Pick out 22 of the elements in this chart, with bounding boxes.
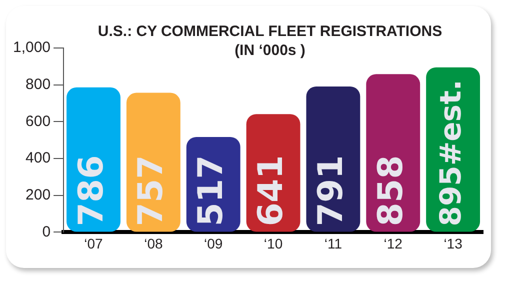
y-tick-label: 200 bbox=[26, 186, 51, 204]
data-label: 895#est. bbox=[434, 80, 468, 226]
x-tick-label: ‘07 bbox=[84, 235, 104, 252]
chart-subtitle: (IN ‘000s ) bbox=[234, 41, 306, 60]
data-label: 757 bbox=[131, 155, 172, 226]
y-tick-label: 0 bbox=[42, 223, 51, 240]
data-label: 858 bbox=[370, 155, 411, 226]
data-label: 786 bbox=[71, 155, 112, 226]
chart-title: U.S.: CY COMMERCIAL FLEET REGISTRATIONS bbox=[96, 22, 444, 41]
x-tick-label: ‘09 bbox=[204, 235, 223, 252]
data-label: 791 bbox=[311, 155, 352, 226]
y-tick-label: 600 bbox=[26, 112, 51, 130]
y-tick-label: 800 bbox=[26, 76, 51, 93]
data-label: 641 bbox=[251, 155, 292, 226]
x-tick-label: ‘08 bbox=[144, 235, 163, 252]
y-tick-label: 1,000 bbox=[12, 39, 51, 56]
x-tick-label: ‘13 bbox=[444, 235, 463, 252]
x-tick-label: ‘11 bbox=[324, 235, 342, 252]
x-tick-label: ‘12 bbox=[384, 235, 403, 252]
y-tick-label: 400 bbox=[26, 150, 51, 167]
data-label: 517 bbox=[191, 155, 232, 226]
x-tick-label: ‘10 bbox=[264, 235, 283, 252]
